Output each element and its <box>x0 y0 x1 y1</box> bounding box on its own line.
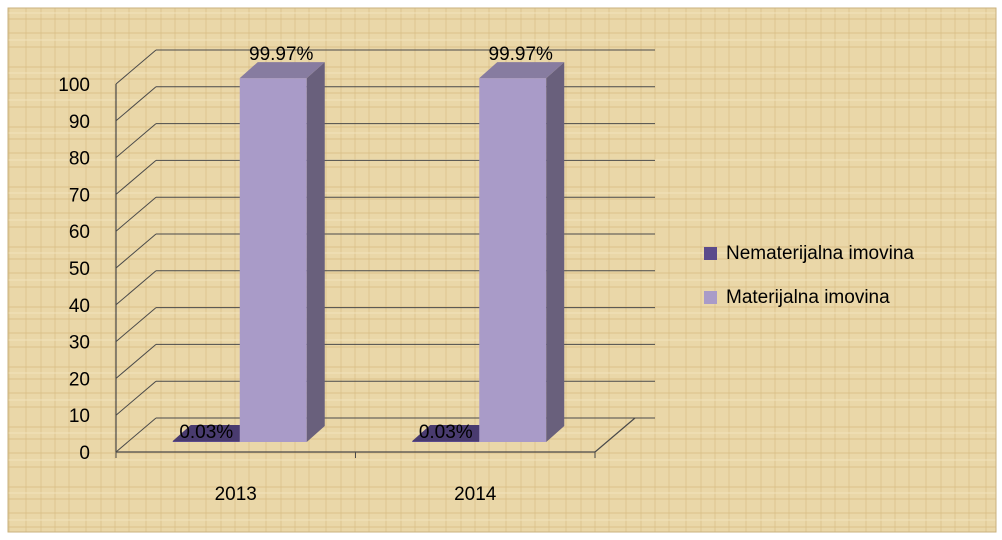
y-tick-label: 40 <box>69 296 90 317</box>
data-label: 99.97% <box>489 44 554 65</box>
y-tick-label: 80 <box>69 149 90 170</box>
legend: Nematerijalna imovina Materijalna imovin… <box>704 243 914 308</box>
bar-side <box>306 62 325 442</box>
y-tick-label: 20 <box>69 369 90 390</box>
gridline-diagonal <box>115 49 157 85</box>
bar-top <box>412 425 498 441</box>
legend-label-nematerijalna: Nematerijalna imovina <box>726 243 914 264</box>
y-tick-label: 50 <box>69 259 90 280</box>
data-label: 0.03% <box>419 422 473 443</box>
bar-front <box>479 78 547 442</box>
bar-side <box>546 62 565 442</box>
chart-labels: 0 10 20 30 40 50 60 70 80 90 100 2013 2014 0.03% 99.97… <box>58 44 553 505</box>
gridline-diagonal <box>115 307 157 342</box>
y-tick-label: 90 <box>69 112 90 133</box>
gridline-diagonal <box>115 270 157 306</box>
bar-top <box>172 425 258 441</box>
x-tick-label: 2013 <box>215 484 257 505</box>
legend-label-materijalna: Materijalna imovina <box>726 287 890 308</box>
y-tick-label: 70 <box>69 185 90 206</box>
y-tick-label: 10 <box>69 406 90 427</box>
legend-swatch-nematerijalna <box>704 247 717 260</box>
bar-top <box>479 62 565 79</box>
chart-grid <box>115 49 655 453</box>
bar-materijalna-2014 <box>479 62 565 442</box>
data-label: 99.97% <box>249 44 314 65</box>
y-tick-label: 30 <box>69 333 90 354</box>
y-tick-label: 100 <box>58 75 90 96</box>
chart-bars <box>172 62 565 442</box>
gridline-diagonal <box>115 196 157 232</box>
gridline-diagonal <box>115 344 157 379</box>
bar-front <box>172 441 240 442</box>
bar-top <box>239 62 325 79</box>
floor-edge <box>594 417 636 453</box>
bar-front <box>239 78 307 442</box>
y-tick-label: 60 <box>69 222 90 243</box>
x-tick-label: 2014 <box>454 484 497 505</box>
gridline-diagonal <box>115 123 157 158</box>
bar-materijalna-2013 <box>239 62 325 442</box>
gridline-diagonal <box>115 417 157 453</box>
gridline-diagonal <box>115 86 157 122</box>
y-tick-label: 0 <box>79 443 90 464</box>
gridline-diagonal <box>115 160 157 195</box>
chart-axes <box>115 84 636 458</box>
data-label: 0.03% <box>179 422 233 443</box>
gridline-diagonal <box>115 380 157 416</box>
gridline-diagonal <box>115 233 157 269</box>
bar-front <box>412 441 480 442</box>
legend-swatch-materijalna <box>704 291 717 304</box>
